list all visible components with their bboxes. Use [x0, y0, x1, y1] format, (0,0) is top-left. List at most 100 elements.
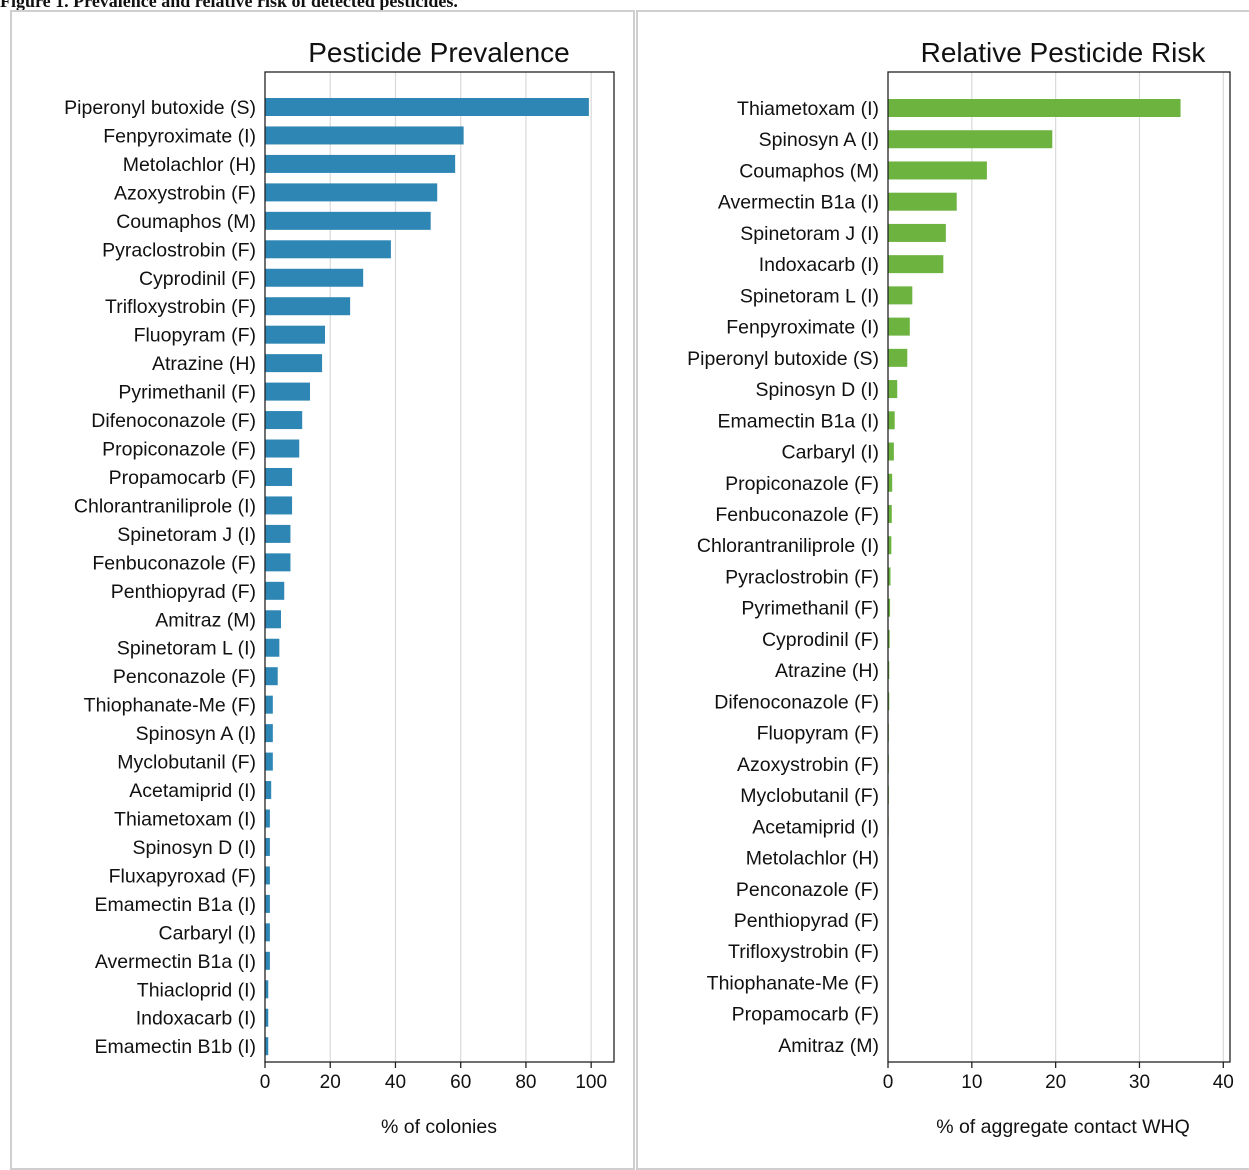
risk-category-label: Avermectin B1a (I): [718, 192, 879, 214]
prevalence-category-label: Pyraclostrobin (F): [102, 239, 256, 261]
prevalence-bar: [265, 269, 363, 287]
prevalence-category-label: Spinosyn D (I): [132, 837, 256, 859]
risk-bar: [888, 318, 910, 336]
prevalence-category-label: Penconazole (F): [113, 666, 256, 688]
risk-category-label: Fluopyram (F): [757, 723, 879, 745]
prevalence-category-label: Chlorantraniliprole (I): [74, 495, 256, 517]
prevalence-category-label: Cyprodinil (F): [139, 268, 256, 290]
prevalence-category-label: Spinetoram J (I): [117, 524, 256, 546]
prevalence-category-label: Spinetoram L (I): [117, 638, 256, 660]
risk-category-label: Amitraz (M): [778, 1035, 879, 1057]
prevalence-x-axis-label: % of colonies: [381, 1116, 497, 1138]
prevalence-bar: [265, 582, 284, 600]
prevalence-bar: [265, 326, 325, 344]
risk-category-label: Pyrimethanil (F): [741, 598, 879, 620]
risk-x-axis-label: % of aggregate contact WHQ: [936, 1116, 1190, 1138]
prevalence-category-label: Fenbuconazole (F): [92, 552, 256, 574]
prevalence-bar: [265, 240, 391, 258]
risk-category-label: Fenbuconazole (F): [715, 504, 879, 526]
prevalence-category-label: Carbaryl (I): [158, 922, 256, 944]
risk-bar: [888, 193, 957, 211]
prevalence-category-label: Emamectin B1b (I): [95, 1036, 256, 1058]
prevalence-category-label: Thiophanate-Me (F): [84, 695, 256, 717]
prevalence-category-label: Acetamiprid (I): [129, 780, 256, 802]
prevalence-category-label: Penthiopyrad (F): [111, 581, 256, 603]
prevalence-category-label: Trifloxystrobin (F): [105, 296, 256, 318]
risk-category-label: Indoxacarb (I): [759, 254, 879, 276]
prevalence-x-tick-label: 20: [320, 1072, 341, 1093]
prevalence-bar: [265, 297, 350, 315]
risk-category-label: Penthiopyrad (F): [734, 910, 879, 932]
risk-category-label: Spinetoram J (I): [740, 223, 879, 245]
prevalence-bar: [265, 696, 273, 714]
prevalence-category-label: Azoxystrobin (F): [114, 182, 256, 204]
risk-category-label: Chlorantraniliprole (I): [697, 535, 879, 557]
prevalence-bar: [265, 639, 279, 657]
prevalence-bar: [265, 781, 271, 799]
risk-bar: [888, 255, 943, 273]
prevalence-x-tick-label: 100: [575, 1072, 607, 1093]
prevalence-bar: [265, 496, 292, 514]
risk-category-label: Cyprodinil (F): [762, 629, 879, 651]
prevalence-category-label: Fenpyroximate (I): [103, 125, 256, 147]
prevalence-bar: [265, 183, 437, 201]
risk-category-label: Thiametoxam (I): [737, 98, 879, 120]
prevalence-bar: [265, 411, 302, 429]
risk-category-label: Thiophanate-Me (F): [707, 972, 879, 994]
risk-bar: [888, 161, 987, 179]
prevalence-bar: [265, 440, 299, 458]
prevalence-bar: [265, 525, 290, 543]
risk-category-label: Pyraclostrobin (F): [725, 566, 879, 588]
risk-category-label: Metolachlor (H): [746, 848, 879, 870]
prevalence-category-label: Atrazine (H): [152, 353, 256, 375]
prevalence-x-tick-label: 80: [515, 1072, 536, 1093]
prevalence-bar: [265, 838, 270, 856]
prevalence-category-label: Indoxacarb (I): [136, 1008, 256, 1030]
risk-x-tick-label: 40: [1213, 1072, 1234, 1093]
prevalence-x-tick-label: 60: [450, 1072, 471, 1093]
risk-category-label: Carbaryl (I): [781, 442, 879, 464]
prevalence-category-label: Propiconazole (F): [102, 439, 256, 461]
risk-category-label: Atrazine (H): [775, 660, 879, 682]
risk-x-tick-label: 30: [1129, 1072, 1150, 1093]
risk-category-label: Trifloxystrobin (F): [728, 941, 879, 963]
risk-category-label: Emamectin B1a (I): [718, 410, 879, 432]
prevalence-category-label: Spinosyn A (I): [136, 723, 256, 745]
prevalence-chart-title: Pesticide Prevalence: [308, 37, 569, 68]
prevalence-category-label: Piperonyl butoxide (S): [64, 97, 256, 119]
prevalence-bar: [265, 383, 310, 401]
prevalence-bar: [265, 354, 322, 372]
prevalence-category-label: Thiametoxam (I): [114, 809, 256, 831]
risk-category-label: Propiconazole (F): [725, 473, 879, 495]
risk-category-label: Piperonyl butoxide (S): [687, 348, 879, 370]
risk-plot-frame: [888, 72, 1230, 1062]
risk-category-label: Spinetoram L (I): [740, 285, 879, 307]
prevalence-category-label: Fluxapyroxad (F): [109, 865, 256, 887]
prevalence-category-label: Thiacloprid (I): [137, 979, 256, 1001]
prevalence-bar: [265, 610, 281, 628]
prevalence-bar: [265, 866, 270, 884]
prevalence-category-label: Emamectin B1a (I): [95, 894, 256, 916]
prevalence-x-tick-label: 0: [260, 1072, 271, 1093]
risk-category-label: Penconazole (F): [736, 879, 879, 901]
prevalence-bar: [265, 810, 270, 828]
prevalence-bar: [265, 895, 270, 913]
prevalence-bar: [265, 212, 431, 230]
prevalence-bar: [265, 553, 290, 571]
risk-category-label: Azoxystrobin (F): [737, 754, 879, 776]
risk-x-tick-label: 20: [1045, 1072, 1066, 1093]
risk-chart-title: Relative Pesticide Risk: [921, 37, 1207, 68]
risk-category-label: Difenoconazole (F): [714, 691, 879, 713]
risk-bar: [888, 286, 912, 304]
prevalence-category-label: Fluopyram (F): [134, 325, 256, 347]
risk-category-label: Myclobutanil (F): [740, 785, 879, 807]
risk-category-label: Fenpyroximate (I): [726, 317, 879, 339]
prevalence-x-tick-label: 40: [385, 1072, 406, 1093]
prevalence-category-label: Difenoconazole (F): [91, 410, 256, 432]
risk-bar: [888, 380, 897, 398]
risk-category-label: Spinosyn A (I): [759, 129, 879, 151]
prevalence-category-label: Metolachlor (H): [123, 154, 256, 176]
prevalence-category-label: Propamocarb (F): [109, 467, 256, 489]
prevalence-category-label: Avermectin B1a (I): [95, 951, 256, 973]
